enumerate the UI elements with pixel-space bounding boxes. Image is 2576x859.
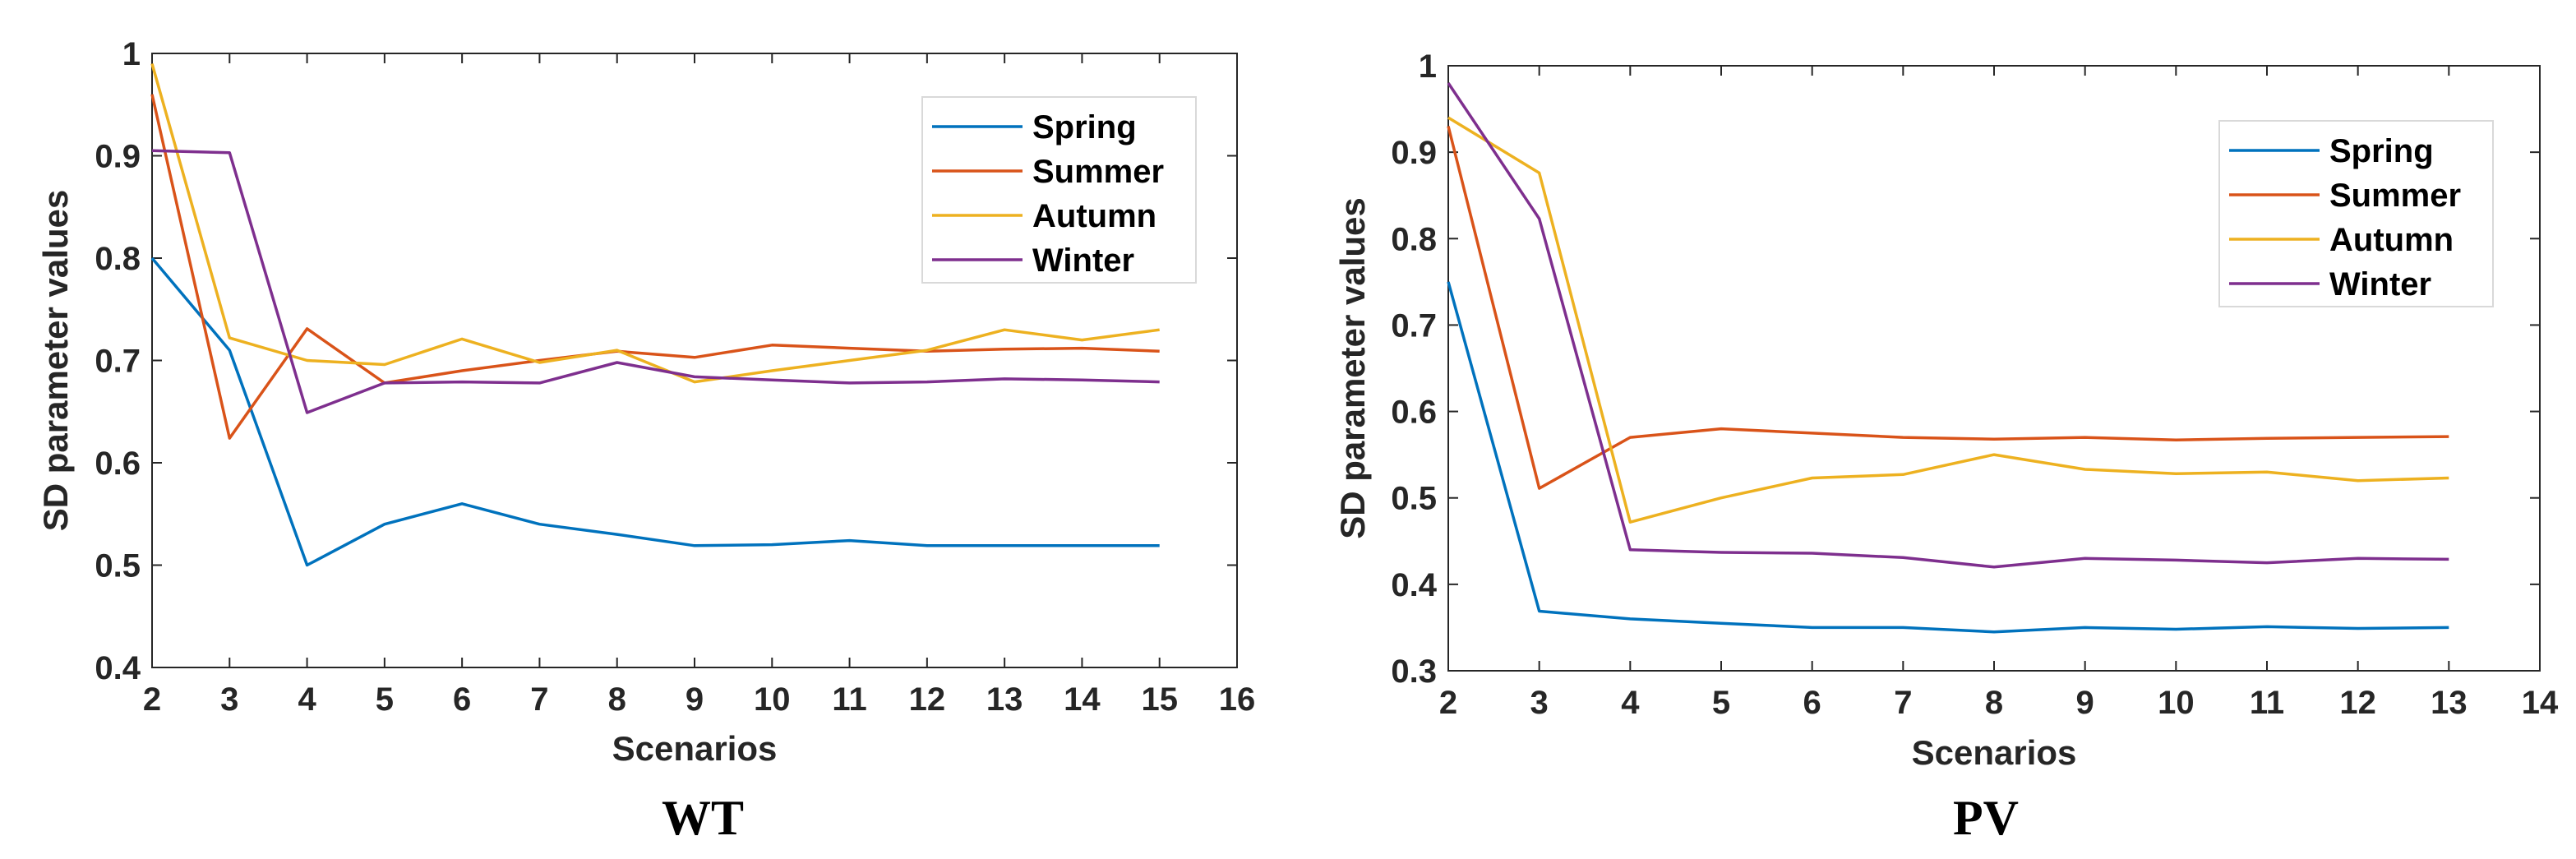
x-tick-label: 7 xyxy=(1894,685,1912,721)
series-line-winter xyxy=(151,149,1160,414)
x-tick-label: 7 xyxy=(530,681,548,718)
x-tick-label: 3 xyxy=(1530,685,1549,721)
y-tick-label: 0.6 xyxy=(1391,395,1437,431)
y-tick-label: 0.4 xyxy=(1391,567,1437,603)
x-tick-label: 6 xyxy=(453,681,471,718)
x-tick-label: 10 xyxy=(754,681,791,718)
y-tick-label: 0.9 xyxy=(95,139,141,175)
y-tick-label: 0.8 xyxy=(95,241,141,277)
legend-label-spring: Spring xyxy=(2329,133,2434,169)
x-tick-label: 14 xyxy=(2522,685,2559,721)
x-tick-label: 2 xyxy=(143,681,161,718)
series-line-winter xyxy=(1447,82,2449,569)
y-tick-label: 0.5 xyxy=(95,548,141,584)
series-line-summer xyxy=(150,94,1160,440)
legend: Spring Summer Autumn Winter xyxy=(921,96,1197,284)
y-tick-label: 0.9 xyxy=(1391,135,1437,171)
x-tick-label: 6 xyxy=(1803,685,1821,721)
x-tick-label: 4 xyxy=(298,681,316,718)
legend-label-summer: Summer xyxy=(1032,154,1164,190)
x-tick-label: 8 xyxy=(1985,685,2003,721)
x-tick-label: 9 xyxy=(2076,685,2094,721)
y-tick-label: 0.4 xyxy=(95,650,141,686)
x-axis-label: Scenarios xyxy=(1912,733,2077,772)
chart-wt: 2 3 4 5 6 7 8 9 10 11 12 13 14 15 16 0.4 0.5 0.6 0.7 0.8 0.9… xyxy=(36,36,1255,845)
series-line-autumn xyxy=(1447,116,2449,524)
legend-label-summer: Summer xyxy=(2329,178,2461,214)
y-tick-label: 1 xyxy=(122,36,141,72)
y-axis-label: SD parameter values xyxy=(36,190,75,532)
x-tick-label: 12 xyxy=(2339,685,2376,721)
x-tick-label: 11 xyxy=(2250,685,2284,721)
series-line-spring xyxy=(1447,281,2449,634)
chart-pv: 2 3 4 5 6 7 8 9 10 11 12 13 14 0.3 0.4 0.5 0.6 0.7 0.8 0.9 1… xyxy=(1333,48,2559,845)
series-line-spring xyxy=(150,256,1160,567)
y-axis-label: SD parameter values xyxy=(1333,197,1372,539)
y-tick-label: 0.6 xyxy=(95,446,141,482)
legend-label-winter: Winter xyxy=(2329,266,2431,302)
x-tick-label: 13 xyxy=(986,681,1023,718)
chart-caption: WT xyxy=(662,791,744,845)
x-tick-label: 8 xyxy=(608,681,626,718)
legend-label-autumn: Autumn xyxy=(1032,198,1156,234)
x-tick-label: 10 xyxy=(2158,685,2195,721)
legend-label-autumn: Autumn xyxy=(2329,222,2454,258)
legend: Spring Summer Autumn Winter xyxy=(2218,120,2494,307)
y-tick-label: 0.7 xyxy=(1391,307,1437,344)
x-axis-label: Scenarios xyxy=(612,729,778,768)
y-tick-label: 0.7 xyxy=(95,344,141,380)
series-line-summer xyxy=(1447,126,2449,490)
x-tick-label: 12 xyxy=(909,681,946,718)
series-line-autumn xyxy=(150,63,1160,384)
x-tick-label: 15 xyxy=(1141,681,1178,718)
y-tick-label: 0.8 xyxy=(1391,221,1437,257)
x-tick-label: 2 xyxy=(1439,685,1457,721)
x-tick-label: 13 xyxy=(2431,685,2468,721)
x-tick-label: 16 xyxy=(1219,681,1256,718)
x-tick-label: 5 xyxy=(1712,685,1730,721)
chart-caption: PV xyxy=(1953,791,2019,845)
y-tick-label: 0.3 xyxy=(1391,653,1437,690)
y-tick-label: 0.5 xyxy=(1391,481,1437,517)
legend-label-spring: Spring xyxy=(1032,109,1137,145)
x-tick-label: 5 xyxy=(376,681,394,718)
x-tick-label: 4 xyxy=(1621,685,1640,721)
y-tick-label: 1 xyxy=(1419,48,1437,85)
legend-label-winter: Winter xyxy=(1032,242,1134,279)
x-tick-label: 14 xyxy=(1064,681,1101,718)
x-tick-label: 3 xyxy=(220,681,238,718)
x-tick-label: 11 xyxy=(832,681,866,718)
x-tick-label: 9 xyxy=(686,681,704,718)
